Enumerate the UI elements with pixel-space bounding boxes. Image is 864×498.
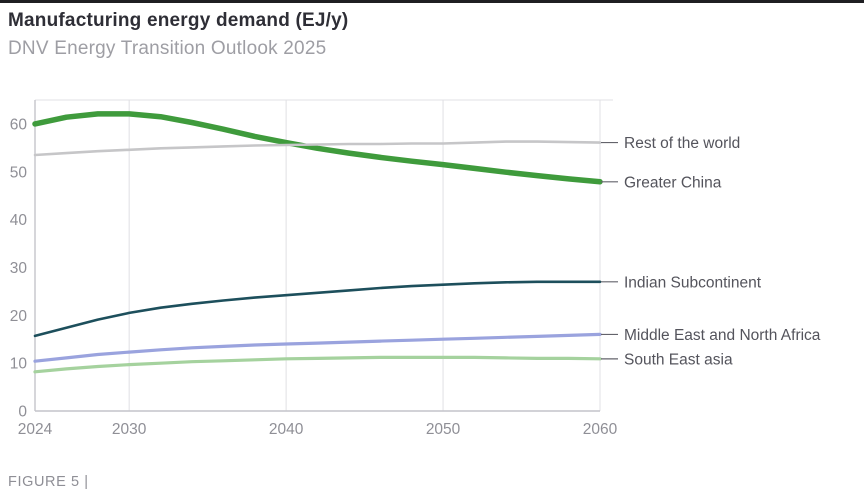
y-tick-label-30: 30 <box>10 260 28 277</box>
series-label-greater-china: Greater China <box>624 174 722 191</box>
x-tick-label-2060: 2060 <box>583 421 618 438</box>
series-label-middle-east-and-north-africa: Middle East and North Africa <box>624 327 821 344</box>
y-tick-label-60: 60 <box>10 116 28 133</box>
y-tick-label-40: 40 <box>10 212 28 229</box>
series-label-rest-of-the-world: Rest of the world <box>624 135 740 152</box>
series-line-indian-subcontinent <box>33 280 602 338</box>
y-tick-label-50: 50 <box>10 164 28 181</box>
x-tick-label-2040: 2040 <box>269 421 304 438</box>
series-line-greater-china <box>32 111 603 185</box>
top-border <box>0 0 864 3</box>
x-tick-label-2050: 2050 <box>426 421 461 438</box>
y-tick-label-0: 0 <box>18 404 27 421</box>
page-subtitle: DNV Energy Transition Outlook 2025 <box>8 37 327 59</box>
page-title: Manufacturing energy demand (EJ/y) <box>8 10 349 31</box>
series-line-middle-east-and-north-africa <box>33 332 602 363</box>
chart-area: 0 10 20 30 40 50 60 2024 2030 2040 2050 2060 Rest of… <box>0 88 864 460</box>
series-label-indian-subcontinent: Indian Subcontinent <box>624 274 762 291</box>
series-line-rest-of-the-world <box>33 140 602 157</box>
series-line-south-east-asia <box>33 355 602 374</box>
y-tick-label-20: 20 <box>10 308 28 325</box>
y-tick-label-10: 10 <box>10 356 28 373</box>
x-tick-label-2024: 2024 <box>18 421 53 438</box>
chart-header: Manufacturing energy demand (EJ/y) DNV E… <box>8 9 348 60</box>
figure-caption: FIGURE 5 | <box>8 474 89 490</box>
series-label-south-east-asia: South East asia <box>624 351 733 368</box>
x-tick-label-2030: 2030 <box>112 421 147 438</box>
